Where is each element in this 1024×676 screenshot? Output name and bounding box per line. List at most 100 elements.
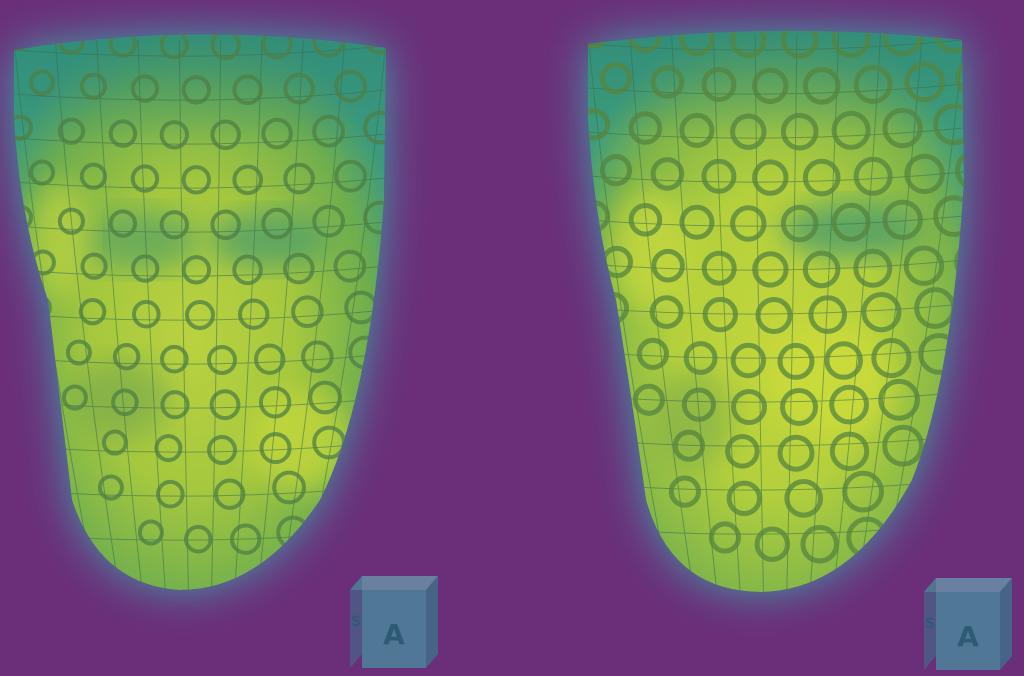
grid-line: [712, 33, 742, 592]
electrode-ring: [829, 384, 870, 425]
electrode-ring: [29, 69, 55, 96]
grid-line: [233, 39, 263, 590]
electrode-ring: [312, 204, 346, 238]
grid-line: [14, 309, 386, 321]
electrode-ring: [130, 164, 160, 193]
right-cube-front-label: A: [957, 620, 979, 653]
electrode-ring: [683, 341, 718, 375]
electrode-ring: [210, 209, 241, 241]
electrode-ring: [137, 519, 164, 546]
electrode-ring: [632, 383, 665, 416]
left-heart-surface: [14, 34, 386, 590]
grid-line: [832, 33, 881, 592]
electrode-ring: [160, 344, 189, 374]
electrode-ring: [14, 34, 33, 51]
left-cube-front-label: A: [383, 618, 405, 651]
electrode-ring: [802, 158, 841, 197]
electrode-ring: [802, 250, 841, 289]
electrode-ring: [181, 165, 212, 195]
electrode-ring: [730, 342, 767, 379]
electrode-ring: [824, 341, 864, 380]
grid-line: [14, 397, 386, 409]
electrode-ring: [232, 74, 263, 106]
electrode-ring: [210, 34, 241, 61]
grid-line: [14, 45, 386, 57]
grid-line: [178, 39, 190, 590]
electrode-ring: [78, 298, 107, 326]
electrode-ring: [831, 30, 871, 59]
electrode-ring: [214, 478, 246, 510]
electrode-ring: [185, 300, 215, 330]
electrode-ring: [780, 388, 818, 426]
electrode-ring: [160, 390, 190, 420]
electrode-ring: [701, 250, 737, 286]
electrode-ring: [108, 209, 138, 238]
electrode-ring: [132, 299, 161, 329]
electrode-ring: [800, 524, 840, 564]
electrode-ring: [259, 432, 292, 465]
electrode-ring: [181, 75, 212, 105]
electrode-ring: [334, 69, 368, 103]
electrode-ring: [254, 343, 286, 375]
electrode-ring: [802, 67, 841, 105]
grid-line: [629, 33, 696, 592]
electrode-ring: [57, 207, 86, 235]
electrode-ring: [181, 255, 212, 285]
electrode-ring: [333, 249, 367, 283]
electrode-ring: [312, 114, 346, 148]
grid-line: [671, 33, 719, 592]
electrode-ring: [882, 107, 923, 149]
right-orientation-cube[interactable]: A S: [924, 578, 1012, 670]
electrode-ring: [159, 34, 190, 60]
electrode-ring: [57, 117, 86, 145]
electrode-ring: [650, 157, 685, 191]
electrode-ring: [291, 295, 324, 329]
electrode-ring: [955, 57, 964, 100]
electrode-ring: [777, 434, 815, 472]
electrode-ring: [14, 114, 33, 141]
electrode-ring: [258, 386, 292, 419]
electrode-ring: [784, 479, 824, 518]
grid-line: [588, 303, 964, 315]
electrode-ring: [701, 158, 737, 194]
electrode-ring: [131, 254, 160, 283]
electrode-ring: [933, 195, 964, 238]
electrode-ring: [708, 521, 741, 554]
electrode-ring: [679, 30, 715, 57]
grid-line: [588, 83, 964, 95]
electrode-ring: [752, 251, 789, 288]
electrode-ring: [599, 62, 633, 95]
grid-line: [588, 171, 964, 183]
electrode-ring: [283, 252, 315, 285]
electrode-ring: [752, 67, 789, 105]
electrode-ring: [238, 298, 270, 330]
right-cube-side-label: S: [925, 616, 935, 632]
electrode-ring: [725, 434, 760, 469]
electrode-ring: [111, 388, 139, 417]
electrode-ring: [777, 342, 815, 380]
electrode-ring: [780, 30, 819, 59]
grid-line: [588, 259, 964, 271]
grid-line: [256, 39, 304, 590]
electrode-ring: [588, 30, 611, 49]
electrode-ring: [599, 154, 633, 187]
electrode-ring: [154, 434, 183, 463]
right-heart-surface: [588, 30, 964, 592]
electrode-ring: [903, 245, 945, 286]
grid-line: [210, 39, 222, 590]
electrode-ring: [308, 380, 343, 415]
electrode-ring: [272, 470, 307, 505]
electrode-ring: [754, 526, 790, 562]
electrode-ring: [933, 103, 964, 146]
left-orientation-cube[interactable]: A S: [350, 576, 438, 668]
electrode-ring: [628, 111, 663, 145]
electrode-ring: [861, 292, 902, 333]
electrode-ring: [29, 159, 55, 186]
electrode-ring: [363, 200, 386, 235]
electrode-ring: [283, 162, 315, 195]
electrode-ring: [649, 295, 684, 330]
electrode-ring: [679, 112, 715, 148]
electrode-ring: [230, 523, 262, 555]
electrode-ring: [207, 345, 237, 375]
